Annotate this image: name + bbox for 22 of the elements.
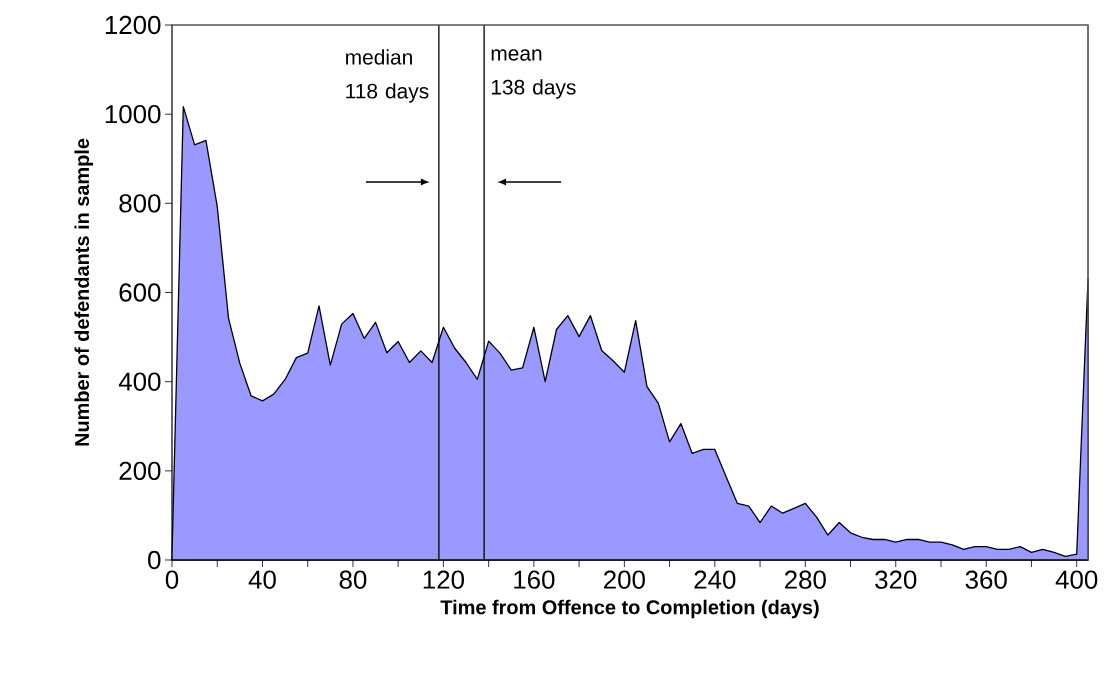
x-tick-label: 320	[875, 570, 917, 589]
x-tick-label: 40	[248, 570, 276, 589]
x-tick-label: 120	[423, 570, 464, 589]
y-tick-label: 0	[148, 550, 161, 570]
y-tick-label: 200	[119, 461, 161, 480]
x-tick-label: 80	[339, 570, 367, 589]
x-tick-label: 0	[165, 570, 179, 589]
x-tick-label: 200	[604, 570, 645, 589]
x-axis-title: Time from Offence to Completion (days)	[440, 599, 819, 619]
y-tick-label: 1000	[105, 104, 161, 124]
x-tick-label: 400	[1055, 570, 1098, 589]
y-tick-label: 600	[119, 283, 161, 302]
x-tick-label: 160	[514, 570, 555, 589]
y-axis-title: Number of defendants in sample	[74, 138, 94, 446]
ref-line-label: mean 138 days	[491, 49, 576, 99]
y-tick-label: 800	[119, 194, 161, 213]
x-tick-label: 240	[694, 570, 736, 589]
x-tick-label: 280	[784, 570, 826, 589]
y-tick-label: 1200	[105, 15, 161, 35]
x-tick-label: 360	[965, 570, 1007, 589]
ref-line-label: median 118 days	[346, 49, 429, 103]
y-tick-label: 400	[118, 372, 161, 391]
